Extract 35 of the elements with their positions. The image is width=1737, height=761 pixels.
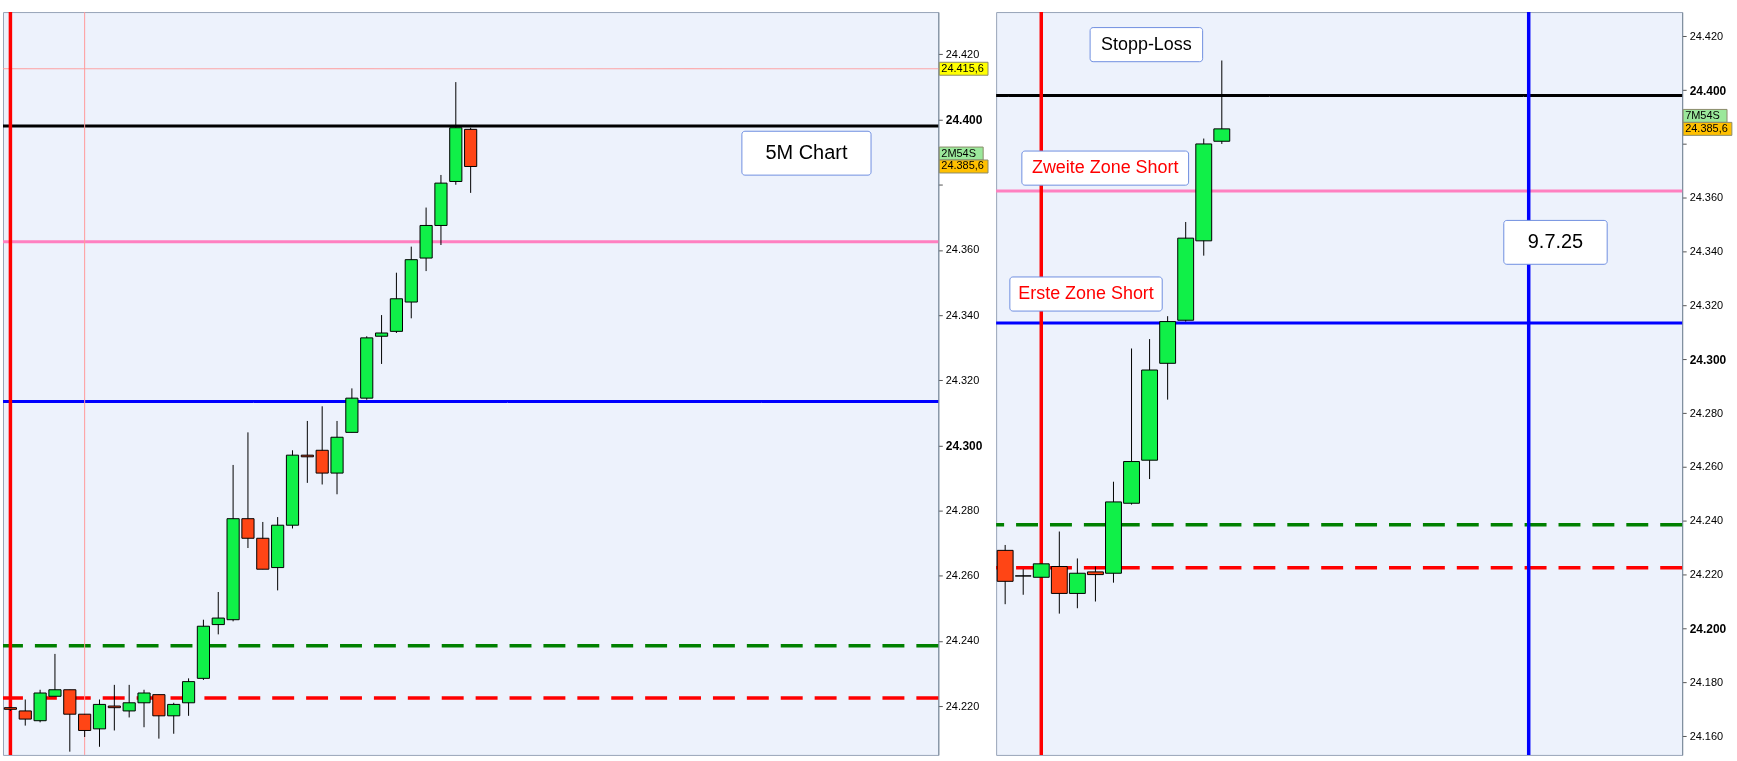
y-tick-label: 24.260 xyxy=(1689,460,1724,473)
y-tick-label: 24.220 xyxy=(1689,568,1724,581)
annotation: 9.7.25 xyxy=(1527,230,1584,253)
y-tick-label: 24.200 xyxy=(1689,621,1727,636)
text: 2M54S xyxy=(941,146,977,159)
ref-line-label: Erste Zone Short xyxy=(1018,283,1154,303)
y-tick-label: 24.320 xyxy=(945,373,980,386)
y-tick-label: 24.400 xyxy=(1689,83,1727,98)
y-tick-label: 24.400 xyxy=(945,113,983,128)
y-tick-label: 24.280 xyxy=(1689,406,1724,419)
y-tick-label: 24.280 xyxy=(945,504,980,517)
text: 7M54S xyxy=(1685,108,1720,121)
y-tick-label: 24.360 xyxy=(945,243,980,256)
y-tick-label: 24.180 xyxy=(1689,675,1724,688)
candlestick xyxy=(374,314,389,365)
y-tick-label: 24.340 xyxy=(945,308,980,321)
candlestick xyxy=(181,677,196,717)
y-tick-label: 24.420 xyxy=(1689,29,1724,42)
ref-line-label: Stopp-Loss xyxy=(1101,33,1192,54)
y-tick-label: 24.260 xyxy=(945,569,980,582)
y-tick-label: 24.340 xyxy=(1689,245,1724,258)
y-tick-label: 24.220 xyxy=(945,699,980,712)
text: 24.385,6 xyxy=(941,159,984,172)
y-tick-label: 24.160 xyxy=(1689,729,1724,742)
text: 24.415,6 xyxy=(941,61,984,74)
y-tick-label: 24.360 xyxy=(1689,191,1724,204)
text: 24.385,6 xyxy=(1685,121,1728,134)
y-tick-label: 24.420 xyxy=(945,47,980,60)
y-tick-label: 24.300 xyxy=(945,438,983,453)
y-tick-label: 24.240 xyxy=(1689,514,1724,527)
y-tick-label: 24.240 xyxy=(945,634,980,647)
ref-line-label: Zweite Zone Short xyxy=(1031,157,1179,178)
annotation: 5M Chart xyxy=(765,141,848,164)
y-tick-label: 24.300 xyxy=(1689,352,1727,367)
y-tick-label: 24.320 xyxy=(1689,298,1724,311)
